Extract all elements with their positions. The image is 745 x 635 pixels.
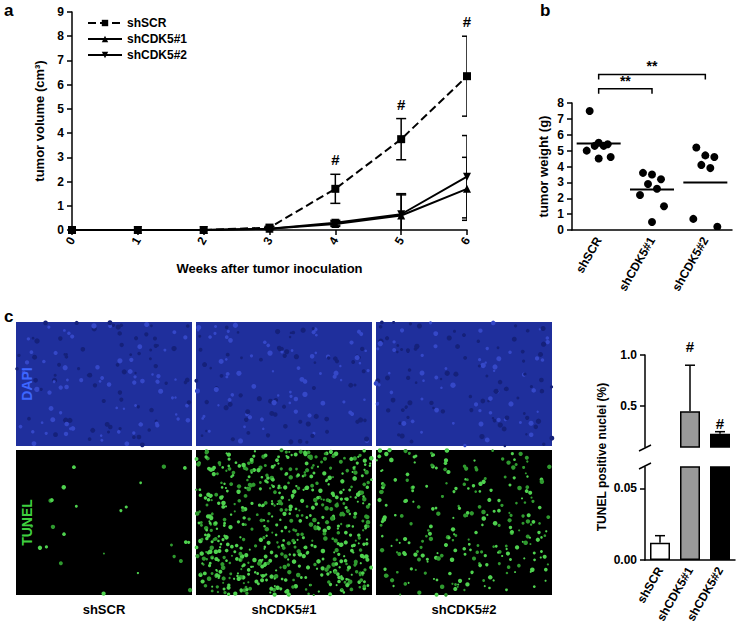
svg-text:2: 2 [57, 175, 64, 189]
svg-text:0.05: 0.05 [614, 481, 638, 495]
svg-text:1.0: 1.0 [620, 348, 637, 362]
svg-text:tumor volume (cm³): tumor volume (cm³) [32, 60, 47, 181]
svg-text:shCDK5#2: shCDK5#2 [669, 234, 711, 293]
svg-text:4: 4 [557, 160, 564, 174]
svg-text:7: 7 [57, 53, 64, 67]
svg-text:5: 5 [57, 102, 64, 116]
svg-text:shCDK5#1: shCDK5#1 [654, 564, 697, 624]
svg-text:4: 4 [326, 234, 342, 247]
svg-text:9: 9 [57, 5, 64, 19]
svg-text:shSCR: shSCR [634, 564, 666, 605]
svg-text:3: 3 [260, 234, 276, 247]
svg-text:#: # [331, 151, 340, 168]
svg-text:DAPI: DAPI [19, 367, 35, 400]
svg-text:shSCR: shSCR [573, 234, 605, 275]
svg-text:8: 8 [57, 29, 64, 43]
svg-text:4: 4 [57, 126, 64, 140]
svg-text:7: 7 [557, 112, 564, 126]
svg-text:1: 1 [128, 234, 144, 247]
svg-text:0: 0 [63, 234, 79, 247]
svg-text:6: 6 [458, 234, 474, 247]
svg-text:b: b [540, 1, 550, 20]
svg-text:#: # [686, 338, 695, 355]
svg-text:1: 1 [57, 199, 64, 213]
svg-text:5: 5 [392, 234, 408, 247]
svg-text:2: 2 [557, 191, 564, 205]
svg-text:TUNEL positive nuclei (%): TUNEL positive nuclei (%) [595, 383, 609, 531]
svg-text:#: # [463, 13, 472, 30]
svg-text:#: # [397, 96, 406, 113]
svg-text:shCDK5#1: shCDK5#1 [251, 602, 316, 617]
svg-text:shCDK5#2: shCDK5#2 [127, 48, 187, 62]
svg-text:shCDK5#2: shCDK5#2 [431, 602, 496, 617]
svg-text:8: 8 [557, 96, 564, 110]
svg-text:5: 5 [557, 144, 564, 158]
svg-text:shCDK5#1: shCDK5#1 [127, 32, 187, 46]
svg-text:#: # [716, 415, 725, 432]
svg-text:shCDK5#1: shCDK5#1 [616, 234, 658, 293]
svg-text:shCDK5#2: shCDK5#2 [684, 564, 726, 623]
svg-text:3: 3 [557, 175, 564, 189]
svg-text:3: 3 [57, 150, 64, 164]
svg-text:Weeks after tumor inoculation: Weeks after tumor inoculation [176, 261, 362, 276]
svg-text:c: c [4, 307, 13, 326]
svg-text:shSCR: shSCR [127, 16, 167, 30]
svg-text:0.5: 0.5 [620, 399, 637, 413]
svg-text:shSCR: shSCR [83, 602, 126, 617]
svg-text:6: 6 [57, 78, 64, 92]
svg-text:TUNEL: TUNEL [19, 499, 35, 546]
svg-text:0: 0 [557, 223, 564, 237]
svg-text:6: 6 [557, 128, 564, 142]
svg-text:2: 2 [194, 234, 210, 247]
svg-text:1: 1 [557, 207, 564, 221]
svg-text:tumor weight (g): tumor weight (g) [536, 116, 551, 218]
svg-text:0: 0 [57, 223, 64, 237]
svg-text:**: ** [647, 58, 658, 74]
svg-text:0.00: 0.00 [614, 553, 638, 567]
svg-text:a: a [4, 1, 14, 20]
